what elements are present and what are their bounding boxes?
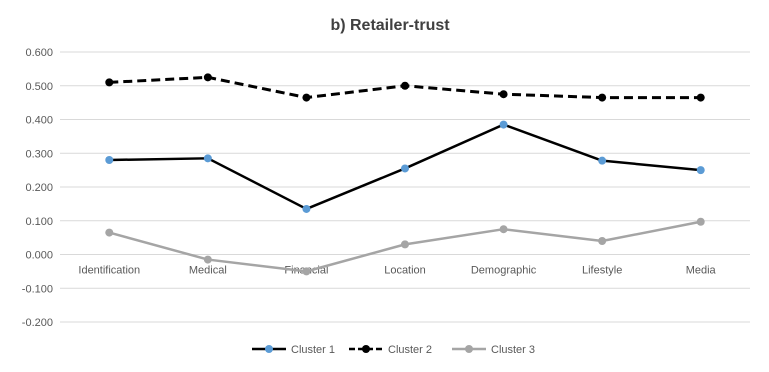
- data-point: [105, 156, 114, 164]
- legend-item: Cluster 3: [452, 344, 535, 356]
- legend-label: Cluster 1: [291, 344, 335, 356]
- y-tick-label: 0.100: [25, 216, 53, 228]
- y-tick-label: -0.100: [22, 283, 53, 295]
- x-tick-label: Location: [384, 265, 426, 277]
- legend-marker: [362, 345, 370, 353]
- data-point: [598, 156, 607, 165]
- data-point: [105, 78, 114, 87]
- data-point: [499, 90, 508, 99]
- data-point: [598, 237, 607, 245]
- data-point: [401, 164, 409, 173]
- y-tick-label: -0.200: [22, 317, 53, 329]
- series-1: [105, 120, 705, 213]
- data-point: [203, 73, 212, 82]
- series-lines: [105, 73, 705, 276]
- y-tick-label: 0.600: [25, 47, 53, 59]
- y-tick-label: 0.500: [25, 81, 53, 93]
- x-tick-label: Identification: [78, 265, 140, 277]
- legend-marker: [465, 345, 473, 353]
- data-point: [696, 166, 705, 175]
- data-point: [203, 255, 212, 264]
- data-point: [499, 120, 508, 129]
- y-tick-label: 0.200: [25, 182, 53, 194]
- x-tick-label: Medical: [189, 265, 227, 277]
- series-3: [105, 217, 705, 276]
- data-point: [401, 240, 409, 249]
- gridlines: [60, 51, 750, 323]
- y-axis-ticks: 0.600 0.500 0.400 0.300 0.200 0.100 0.000 -0.10…: [22, 47, 53, 329]
- data-point: [203, 154, 212, 163]
- x-tick-label: Media: [686, 265, 717, 277]
- legend: Cluster 1 Cluster 2 Cluster 3: [252, 344, 535, 356]
- series-2: [105, 73, 705, 102]
- legend-item: Cluster 2: [349, 344, 432, 356]
- legend-label: Cluster 3: [491, 344, 535, 356]
- legend-marker: [265, 345, 273, 353]
- y-tick-label: 0.300: [25, 148, 53, 160]
- y-tick-label: 0.400: [25, 115, 53, 127]
- x-axis-ticks: IdentificationMedicalFinancialLocationDe…: [78, 265, 716, 277]
- legend-item: Cluster 1: [252, 344, 335, 356]
- data-point: [696, 93, 705, 102]
- data-point: [696, 217, 705, 226]
- data-point: [302, 267, 311, 276]
- data-point: [401, 81, 409, 90]
- data-point: [499, 225, 508, 234]
- legend-label: Cluster 2: [388, 344, 432, 356]
- data-point: [598, 93, 607, 102]
- x-tick-label: Lifestyle: [582, 265, 622, 277]
- x-tick-label: Demographic: [471, 265, 537, 277]
- data-point: [302, 204, 311, 213]
- y-tick-label: 0.000: [25, 250, 53, 262]
- chart-title: b) Retailer-trust: [330, 17, 450, 34]
- data-point: [105, 228, 114, 237]
- data-point: [302, 93, 311, 102]
